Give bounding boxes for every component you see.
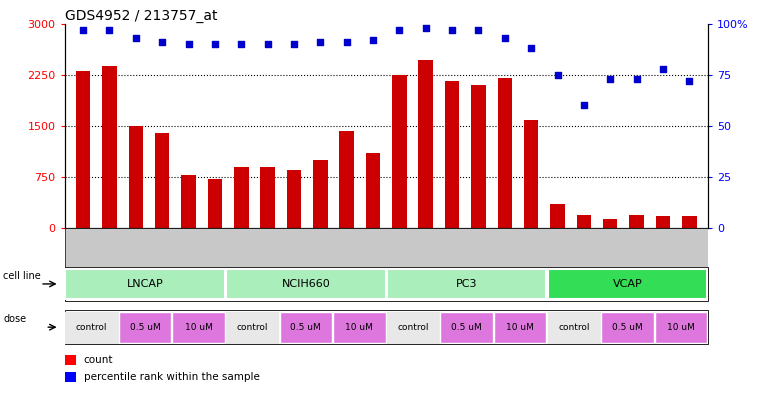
Bar	[445, 81, 460, 228]
Bar	[65, 268, 225, 299]
Text: 10 uM: 10 uM	[185, 323, 212, 332]
Bar	[366, 153, 380, 228]
Bar	[547, 268, 707, 299]
Point	[657, 65, 669, 72]
Bar	[654, 312, 707, 343]
Bar	[333, 312, 386, 343]
Point	[77, 27, 89, 33]
Point	[103, 27, 116, 33]
Text: control: control	[76, 323, 107, 332]
Bar	[392, 75, 406, 228]
Bar	[682, 216, 696, 228]
Text: 10 uM: 10 uM	[506, 323, 534, 332]
Point	[683, 78, 696, 84]
Bar	[226, 268, 386, 299]
Text: 10 uM: 10 uM	[667, 323, 695, 332]
Point	[209, 41, 221, 47]
Bar	[471, 85, 486, 228]
Text: 10 uM: 10 uM	[345, 323, 374, 332]
Text: dose: dose	[3, 314, 27, 324]
Text: 0.5 uM: 0.5 uM	[612, 323, 643, 332]
Bar	[76, 71, 91, 228]
Bar	[339, 131, 354, 228]
Text: LNCAP: LNCAP	[126, 279, 164, 289]
Bar	[119, 312, 171, 343]
Text: GDS4952 / 213757_at: GDS4952 / 213757_at	[65, 9, 217, 22]
Bar	[226, 312, 279, 343]
Bar	[102, 66, 116, 228]
Point	[498, 35, 511, 41]
Bar	[656, 216, 670, 228]
Bar	[494, 312, 546, 343]
Bar	[181, 175, 196, 228]
Bar	[550, 204, 565, 228]
Bar	[524, 120, 538, 228]
Bar	[65, 312, 118, 343]
Point	[183, 41, 195, 47]
Point	[262, 41, 274, 47]
Point	[552, 72, 564, 78]
Point	[130, 35, 142, 41]
Bar	[601, 312, 654, 343]
Bar	[547, 312, 600, 343]
Point	[341, 39, 353, 45]
Point	[473, 27, 485, 33]
Point	[156, 39, 168, 45]
Bar	[498, 78, 512, 228]
Point	[314, 39, 326, 45]
Text: 0.5 uM: 0.5 uM	[291, 323, 321, 332]
Bar	[419, 61, 433, 228]
Bar	[629, 215, 644, 228]
Point	[367, 37, 379, 43]
Point	[393, 27, 406, 33]
Point	[235, 41, 247, 47]
Point	[446, 27, 458, 33]
Text: control: control	[558, 323, 590, 332]
Bar	[441, 312, 493, 343]
Point	[604, 75, 616, 82]
Text: VCAP: VCAP	[613, 279, 642, 289]
Text: control: control	[237, 323, 268, 332]
Bar	[260, 167, 275, 228]
Text: count: count	[84, 354, 113, 365]
Bar	[287, 170, 301, 228]
Bar	[577, 215, 591, 228]
Text: control: control	[397, 323, 428, 332]
Text: cell line: cell line	[3, 271, 41, 281]
Bar	[65, 373, 76, 382]
Bar	[387, 268, 546, 299]
Bar	[313, 160, 327, 228]
Text: percentile rank within the sample: percentile rank within the sample	[84, 372, 260, 382]
Bar	[387, 312, 439, 343]
Point	[630, 75, 642, 82]
Point	[288, 41, 300, 47]
Text: 0.5 uM: 0.5 uM	[451, 323, 482, 332]
Bar	[155, 132, 170, 228]
Text: PC3: PC3	[456, 279, 477, 289]
Point	[578, 102, 590, 108]
Bar	[208, 179, 222, 228]
Bar	[279, 312, 332, 343]
Bar	[234, 167, 249, 228]
Bar	[65, 354, 76, 365]
Point	[419, 24, 431, 31]
Text: 0.5 uM: 0.5 uM	[129, 323, 161, 332]
Point	[525, 45, 537, 51]
Text: NCIH660: NCIH660	[282, 279, 330, 289]
Bar	[129, 126, 143, 228]
Bar	[603, 219, 617, 228]
Bar	[173, 312, 225, 343]
